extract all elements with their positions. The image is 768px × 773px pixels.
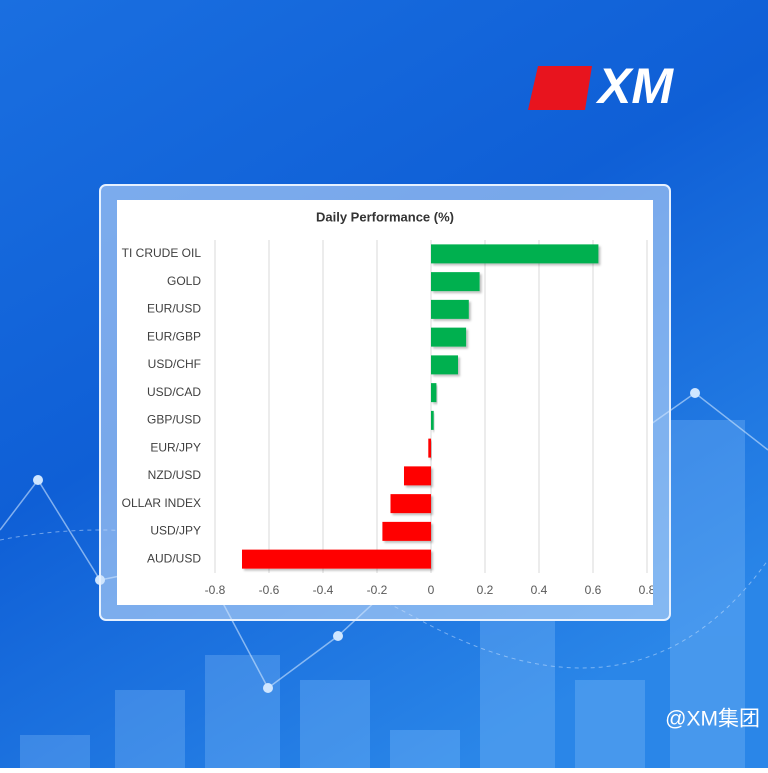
chart-title: Daily Performance (%): [316, 209, 454, 224]
bar: [428, 438, 431, 458]
y-tick-label: EUR/GBP: [147, 329, 201, 343]
bar: [390, 494, 431, 514]
bar: [431, 244, 599, 264]
y-tick-label: TI CRUDE OIL: [122, 246, 202, 260]
bar: [431, 410, 434, 430]
bar: [431, 383, 437, 403]
y-tick-label: USD/CHF: [148, 357, 201, 371]
x-tick-label: -0.6: [259, 583, 280, 597]
y-tick-label: NZD/USD: [148, 468, 202, 482]
x-tick-label: 0.4: [531, 583, 548, 597]
bar: [382, 521, 431, 541]
y-tick-label: USD/JPY: [150, 524, 201, 538]
x-tick-label: -0.8: [205, 583, 226, 597]
bar: [431, 327, 467, 347]
bar: [242, 549, 431, 569]
bar: [431, 355, 458, 375]
bar: [431, 272, 480, 292]
y-tick-label: OLLAR INDEX: [122, 496, 201, 510]
x-tick-label: 0.2: [477, 583, 494, 597]
watermark: @XM集团: [665, 708, 760, 731]
bar: [431, 299, 469, 319]
x-tick-label: -0.4: [313, 583, 334, 597]
decor-bars: [20, 420, 745, 768]
x-tick-label: 0.6: [585, 583, 602, 597]
y-tick-label: AUD/USD: [147, 551, 201, 565]
y-tick-label: GOLD: [167, 274, 201, 288]
x-tick-label: 0: [428, 583, 435, 597]
y-tick-label: EUR/USD: [147, 302, 201, 316]
bar: [404, 466, 431, 486]
y-tick-label: GBP/USD: [147, 413, 201, 427]
x-tick-label: -0.2: [367, 583, 388, 597]
y-tick-label: EUR/JPY: [150, 440, 201, 454]
logo: XM: [528, 58, 674, 114]
x-tick-label: 0.8: [639, 583, 656, 597]
y-tick-label: USD/CAD: [147, 385, 201, 399]
plot: -0.8 -0.6 -0.4 -0.2 0 0.2 0.4 0.6 0.8 TI CRUDE OI…: [122, 240, 656, 597]
logo-mark: [528, 66, 592, 110]
logo-text: XM: [595, 58, 674, 114]
